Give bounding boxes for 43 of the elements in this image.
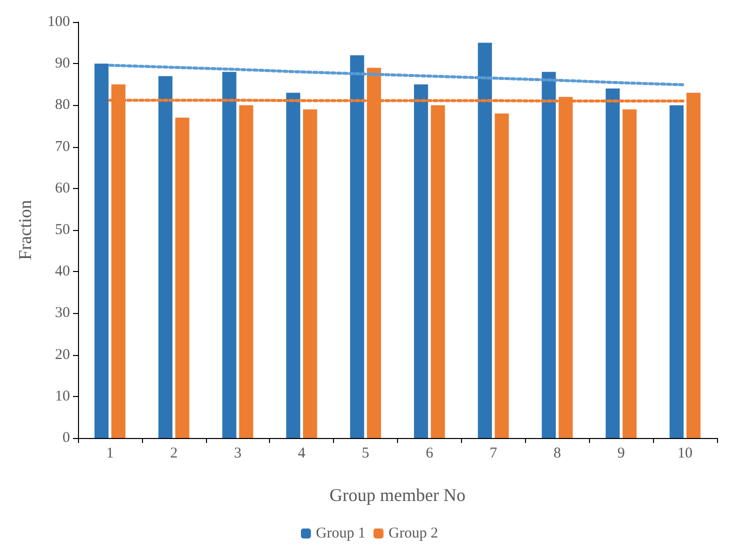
bar [430, 105, 445, 438]
x-tick-label: 8 [554, 446, 561, 462]
y-tick-label: 50 [55, 222, 70, 238]
bar [670, 105, 684, 438]
y-tick-label: 0 [62, 430, 70, 446]
bar [478, 42, 492, 438]
legend-label: Group 2 [388, 526, 438, 542]
y-tick-label: 100 [48, 14, 70, 30]
bar [606, 88, 620, 438]
x-axis-title: Group member No [330, 485, 466, 505]
x-tick-label: 10 [678, 446, 693, 462]
bar [686, 92, 701, 438]
y-tick-label: 20 [55, 346, 70, 363]
bar [542, 72, 556, 438]
bar [414, 84, 428, 438]
y-tick-label: 40 [55, 264, 70, 280]
bar [175, 118, 190, 438]
bar [222, 72, 236, 438]
bar [239, 105, 254, 438]
bar [94, 64, 109, 438]
legend-label: Group 1 [316, 526, 366, 542]
x-tick-label: 3 [234, 446, 242, 462]
x-tick-label: 4 [298, 446, 306, 462]
y-tick-label: 80 [55, 97, 70, 114]
bar [303, 109, 318, 438]
x-tick-label: 7 [490, 446, 498, 462]
y-tick-label: 70 [55, 138, 70, 155]
y-axis-title: Fraction [15, 200, 35, 260]
y-tick-label: 90 [55, 56, 70, 72]
x-tick-label: 9 [617, 446, 625, 462]
line-series [108, 64, 687, 86]
bar [158, 76, 172, 438]
x-tick-label: 2 [170, 446, 178, 462]
x-tick-label: 5 [362, 446, 370, 462]
bar [350, 55, 364, 438]
bar [494, 114, 509, 438]
y-tick-label: 10 [55, 388, 70, 404]
y-tick-label: 30 [55, 305, 70, 322]
y-tick-label: 60 [55, 180, 70, 196]
bar [286, 92, 300, 438]
x-tick-label: 1 [106, 446, 114, 462]
x-tick-label: 6 [426, 446, 434, 462]
bar [622, 109, 637, 438]
